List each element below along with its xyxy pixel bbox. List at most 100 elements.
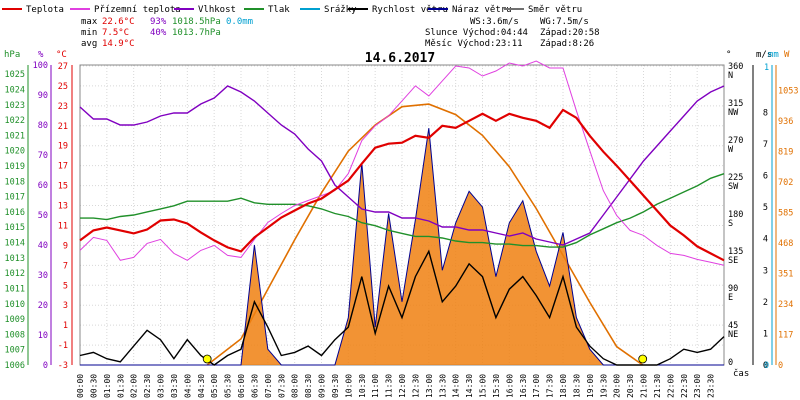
right-axes: ° m/smm W360N315NW270W225SW180S135SE90E45N…: [726, 50, 798, 371]
stat-temp: 7.5°C: [102, 28, 129, 38]
tick-temp: 19: [58, 142, 68, 152]
tick-hpa: 1015: [5, 223, 25, 233]
x-tick-label: 19:00: [586, 374, 595, 398]
x-tick-label: 07:30: [277, 374, 286, 398]
series-přízemní-teplota: [79, 60, 725, 266]
tick-wind: 4: [763, 235, 768, 245]
stat-temp: 14.9°C: [102, 39, 135, 49]
stat-temp: 22.6°C: [102, 17, 135, 27]
tick-temp: 11: [58, 221, 68, 231]
stat-pressure: 1018.5hPa: [172, 17, 221, 27]
legend-label: Náraz větru: [452, 5, 512, 15]
sunset-marker: [638, 354, 648, 364]
x-tick-label: 00:00: [76, 374, 85, 398]
x-tick-label: 02:00: [130, 374, 139, 398]
stat-wg: WG:7.5m/s: [540, 17, 589, 27]
legend-label: Vlhkost: [198, 5, 236, 15]
x-tick-label: 21:30: [653, 374, 662, 398]
tick-temp: -1: [58, 341, 68, 351]
x-tick-label: 03:00: [157, 374, 166, 398]
tick-dir-deg: 360: [728, 62, 743, 72]
legend-label: Rychlost větru: [372, 5, 448, 15]
x-tick-label: 13:30: [438, 374, 447, 398]
tick-pct: 30: [38, 271, 48, 281]
axis-label-hpa: hPa: [4, 50, 20, 60]
tick-hpa: 1007: [5, 346, 25, 356]
tick-hpa: 1013: [5, 254, 25, 264]
tick-solar: 936: [778, 117, 793, 127]
tick-wind: 8: [763, 108, 768, 118]
tick-hpa: 1009: [5, 315, 25, 325]
tick-dir-name: SW: [728, 182, 739, 192]
tick-temp: 23: [58, 102, 68, 112]
tick-temp: 15: [58, 182, 68, 192]
x-tick-label: 14:30: [465, 374, 474, 398]
tick-wind: 2: [763, 298, 768, 308]
x-tick-label: 10:30: [358, 374, 367, 398]
tick-dir-name: NE: [728, 330, 738, 340]
series-solar: [206, 103, 644, 366]
tick-pct: 20: [38, 301, 48, 311]
x-tick-label: 05:30: [224, 374, 233, 398]
tick-hpa: 1019: [5, 162, 25, 172]
x-tick-label: 11:30: [385, 374, 394, 398]
tick-dir-name: NW: [728, 108, 739, 118]
x-tick-label: 15:30: [492, 374, 501, 398]
tick-solar: 1053: [778, 86, 798, 96]
tick-temp: 17: [58, 162, 68, 172]
x-tick-label: 01:00: [103, 374, 112, 398]
x-tick-label: 06:00: [237, 374, 246, 398]
tick-pct: 70: [38, 151, 48, 161]
x-tick-label: 09:00: [318, 374, 327, 398]
x-tick-label: 20:00: [613, 374, 622, 398]
x-tick-label: 23:00: [693, 374, 702, 398]
series-teplota: [79, 108, 725, 262]
legend: Teplota Přízemní teplota Vlhkost Tlak Srážky…: [2, 5, 582, 15]
stat-humidity: 40%: [150, 28, 167, 38]
x-tick-label: 01:30: [116, 374, 125, 398]
tick-wind: 3: [763, 266, 768, 276]
stat-label: max: [81, 17, 98, 27]
stat-label: min: [81, 28, 97, 38]
tick-hpa: 1018: [5, 177, 25, 187]
series-gust-fill: [80, 128, 724, 365]
tick-dir-name: SE: [728, 256, 738, 266]
tick-pct: 60: [38, 181, 48, 191]
x-tick-label: 10:00: [344, 374, 353, 398]
series-vlhkost: [79, 85, 725, 246]
tick-hpa: 1016: [5, 208, 25, 218]
series-tlak: [80, 173, 725, 248]
stat-ws: WS:3.6m/s: [470, 17, 519, 27]
legend-label: Tlak: [268, 5, 290, 15]
axis-label-dir: °: [726, 50, 731, 60]
tick-temp: 3: [63, 301, 68, 311]
stat-sun: Slunce Východ:04:44: [425, 28, 528, 38]
stat-rain: 0.0mm: [226, 17, 253, 27]
tick-dir-deg: 315: [728, 99, 743, 109]
axis-label-solar: W: [784, 50, 790, 60]
x-axis: 00:00 00:30 01:00 01:30 02:00 02:30 03:00 03:30…: [76, 368, 749, 398]
x-tick-label: 20:30: [626, 374, 635, 398]
tick-wind: 1: [763, 329, 768, 339]
tick-hpa: 1010: [5, 300, 25, 310]
x-tick-label: 17:00: [532, 374, 541, 398]
tick-dir-deg: 270: [728, 136, 743, 146]
series-rychlost-větru: [79, 249, 725, 366]
stat-moonset: Západ:8:26: [540, 39, 594, 49]
stat-moon: Měsíc Východ:23:11: [425, 39, 523, 49]
x-tick-label: 17:30: [546, 374, 555, 398]
tick-wind: 7: [763, 140, 768, 150]
x-tick-label: 16:30: [519, 374, 528, 398]
tick-hpa: 1012: [5, 269, 25, 279]
x-tick-label: 04:30: [197, 374, 206, 398]
stat-label: avg: [81, 39, 97, 49]
tick-dir-deg: 180: [728, 210, 743, 220]
tick-rain: 0: [764, 361, 769, 371]
x-tick-label: 03:30: [170, 374, 179, 398]
tick-temp: 5: [63, 281, 68, 291]
legend-label: Přízemní teplota: [94, 5, 181, 15]
tick-hpa: 1011: [5, 284, 25, 294]
left-axes: hPa% °C1025102410231022102110201019101810…: [4, 50, 73, 371]
x-tick-label: 08:30: [304, 374, 313, 398]
